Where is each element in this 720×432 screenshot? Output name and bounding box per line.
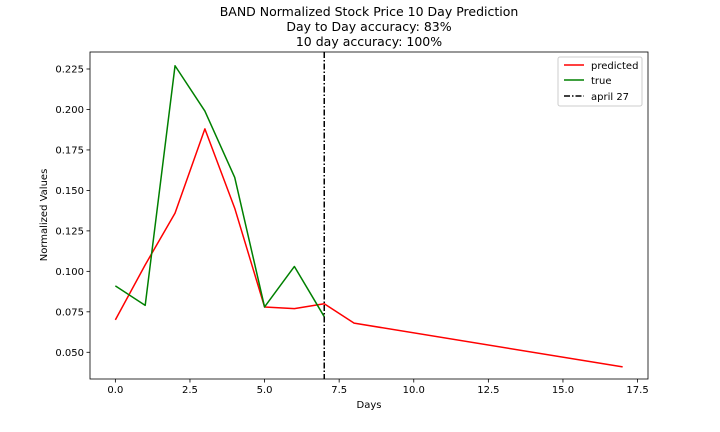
y-tick-label: 0.075	[55, 307, 84, 318]
x-tick-label: 17.5	[626, 385, 648, 396]
title-line-1: BAND Normalized Stock Price 10 Day Predi…	[220, 4, 519, 19]
x-tick-label: 5.0	[257, 385, 273, 396]
y-tick-label: 0.150	[55, 186, 84, 197]
legend-label-april-27: april 27	[591, 92, 629, 103]
x-tick-label: 12.5	[477, 385, 499, 396]
x-tick-label: 15.0	[552, 385, 574, 396]
series-line-true	[114, 65, 325, 318]
y-tick-label: 0.175	[55, 145, 84, 156]
x-tick-label: 2.5	[182, 385, 198, 396]
title-line-2: Day to Day accuracy: 83%	[286, 19, 451, 34]
x-tick-label: 0.0	[107, 385, 123, 396]
chart-title: BAND Normalized Stock Price 10 Day Predi…	[220, 4, 519, 49]
x-axis: 0.0 2.5 5.0 7.5 10.0 12.5 15.0 17.5	[107, 379, 649, 396]
series-line-predicted	[114, 128, 623, 368]
y-tick-label: 0.225	[55, 64, 84, 75]
x-tick-label: 7.5	[331, 385, 347, 396]
title-line-3: 10 day accuracy: 100%	[296, 34, 442, 49]
legend-label-predicted: predicted	[591, 61, 638, 72]
y-axis: 0.050 0.075 0.100 0.125 0.150 0.175 0.200 0.225	[55, 64, 90, 359]
legend-label-true: true	[591, 76, 612, 87]
y-tick-label: 0.125	[55, 226, 84, 237]
x-tick-label: 10.0	[403, 385, 425, 396]
series-layer	[114, 52, 623, 379]
y-tick-label: 0.050	[55, 348, 84, 359]
plot-area	[89, 51, 649, 380]
y-axis-label: Normalized Values	[39, 169, 50, 262]
legend-box	[557, 56, 643, 107]
y-tick-label: 0.200	[55, 105, 84, 116]
x-axis-label: Days	[357, 400, 382, 411]
legend: predicted true april 27	[557, 56, 643, 107]
y-tick-label: 0.100	[55, 267, 84, 278]
